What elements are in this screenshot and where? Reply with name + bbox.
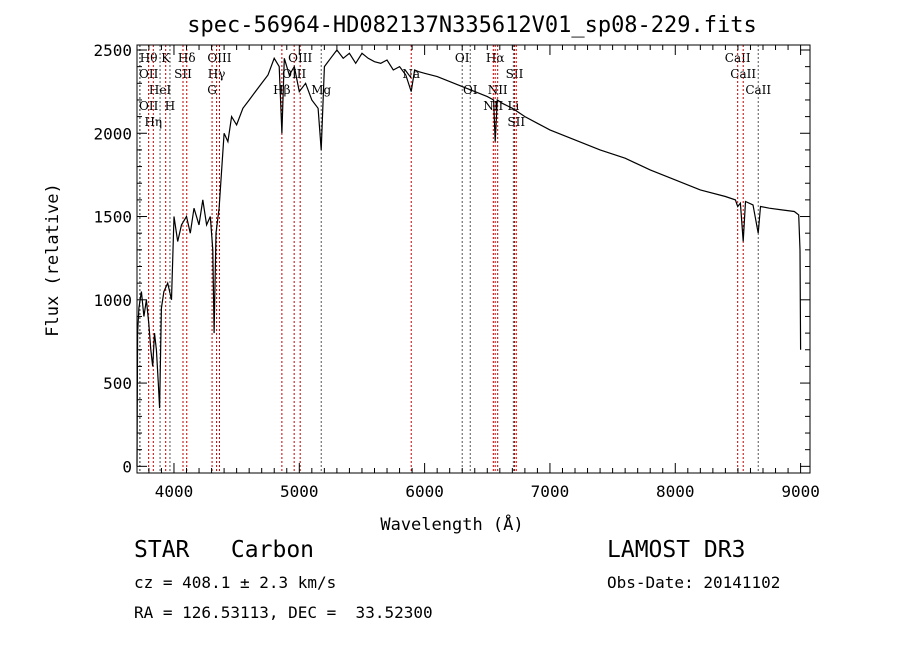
- spectral-line-label: H: [165, 99, 175, 113]
- spectral-line-label: CaII: [725, 51, 751, 65]
- y-tick-label: 0: [122, 457, 132, 476]
- spectral-line-label: Hα: [486, 51, 505, 65]
- x-axis-label: Wavelength (Å): [380, 513, 523, 535]
- spectral-line-label: Mg: [311, 83, 331, 97]
- y-tick-label: 1000: [93, 291, 132, 310]
- y-axis-label: Flux (relative): [43, 183, 63, 337]
- spectral-line-label: NII: [488, 83, 508, 97]
- x-tick-label: 9000: [781, 482, 820, 501]
- y-tick-label: 2000: [93, 124, 132, 143]
- spectrum-line: [136, 49, 802, 467]
- spectral-line-label: Hγ: [208, 67, 226, 81]
- x-tick-label: 6000: [405, 482, 444, 501]
- spectral-line-label: SII: [507, 115, 525, 129]
- spectral-line-label: G: [207, 83, 217, 97]
- object-class: STAR Carbon: [134, 537, 315, 563]
- spectral-line-label: SII: [174, 67, 192, 81]
- observation-date: Obs-Date: 20141102: [607, 573, 781, 592]
- x-tick-label: 8000: [656, 482, 695, 501]
- spectral-line-label: OIII: [288, 51, 312, 65]
- plot-frame: [136, 44, 811, 474]
- spectral-line-label: Hδ: [178, 51, 196, 65]
- redshift-cz: cz = 408.1 ± 2.3 km/s: [134, 573, 337, 592]
- spectral-line-label: OII: [139, 99, 159, 113]
- spectral-line-label: K: [161, 51, 171, 65]
- y-tick-label: 1500: [93, 208, 132, 227]
- chart-title: spec-56964-HD082137N335612V01_sp08-229.f…: [187, 13, 757, 38]
- spectral-line-label: SII: [506, 67, 524, 81]
- x-tick-label: 7000: [531, 482, 570, 501]
- spectral-line-label: OI: [455, 51, 470, 65]
- spectral-line-label: CaII: [730, 67, 756, 81]
- spectral-line-label: OIII: [207, 51, 231, 65]
- y-tick-label: 2500: [93, 41, 132, 60]
- x-tick-label: 5000: [280, 482, 319, 501]
- coordinates: RA = 126.53113, DEC = 33.52300: [134, 603, 433, 622]
- spectral-line-label: HeI: [149, 83, 172, 97]
- spectral-line-label: OII: [139, 67, 159, 81]
- spectral-line-label: Li: [507, 99, 519, 113]
- y-tick-label: 500: [103, 374, 132, 393]
- spectral-line-label: CaII: [745, 83, 771, 97]
- x-tick-label: 4000: [155, 482, 194, 501]
- spectral-line-label: Hθ: [140, 51, 158, 65]
- survey-name: LAMOST DR3: [607, 537, 746, 563]
- spectral-line-label: Hβ: [273, 83, 290, 97]
- spectral-line-label: Hη: [144, 115, 162, 129]
